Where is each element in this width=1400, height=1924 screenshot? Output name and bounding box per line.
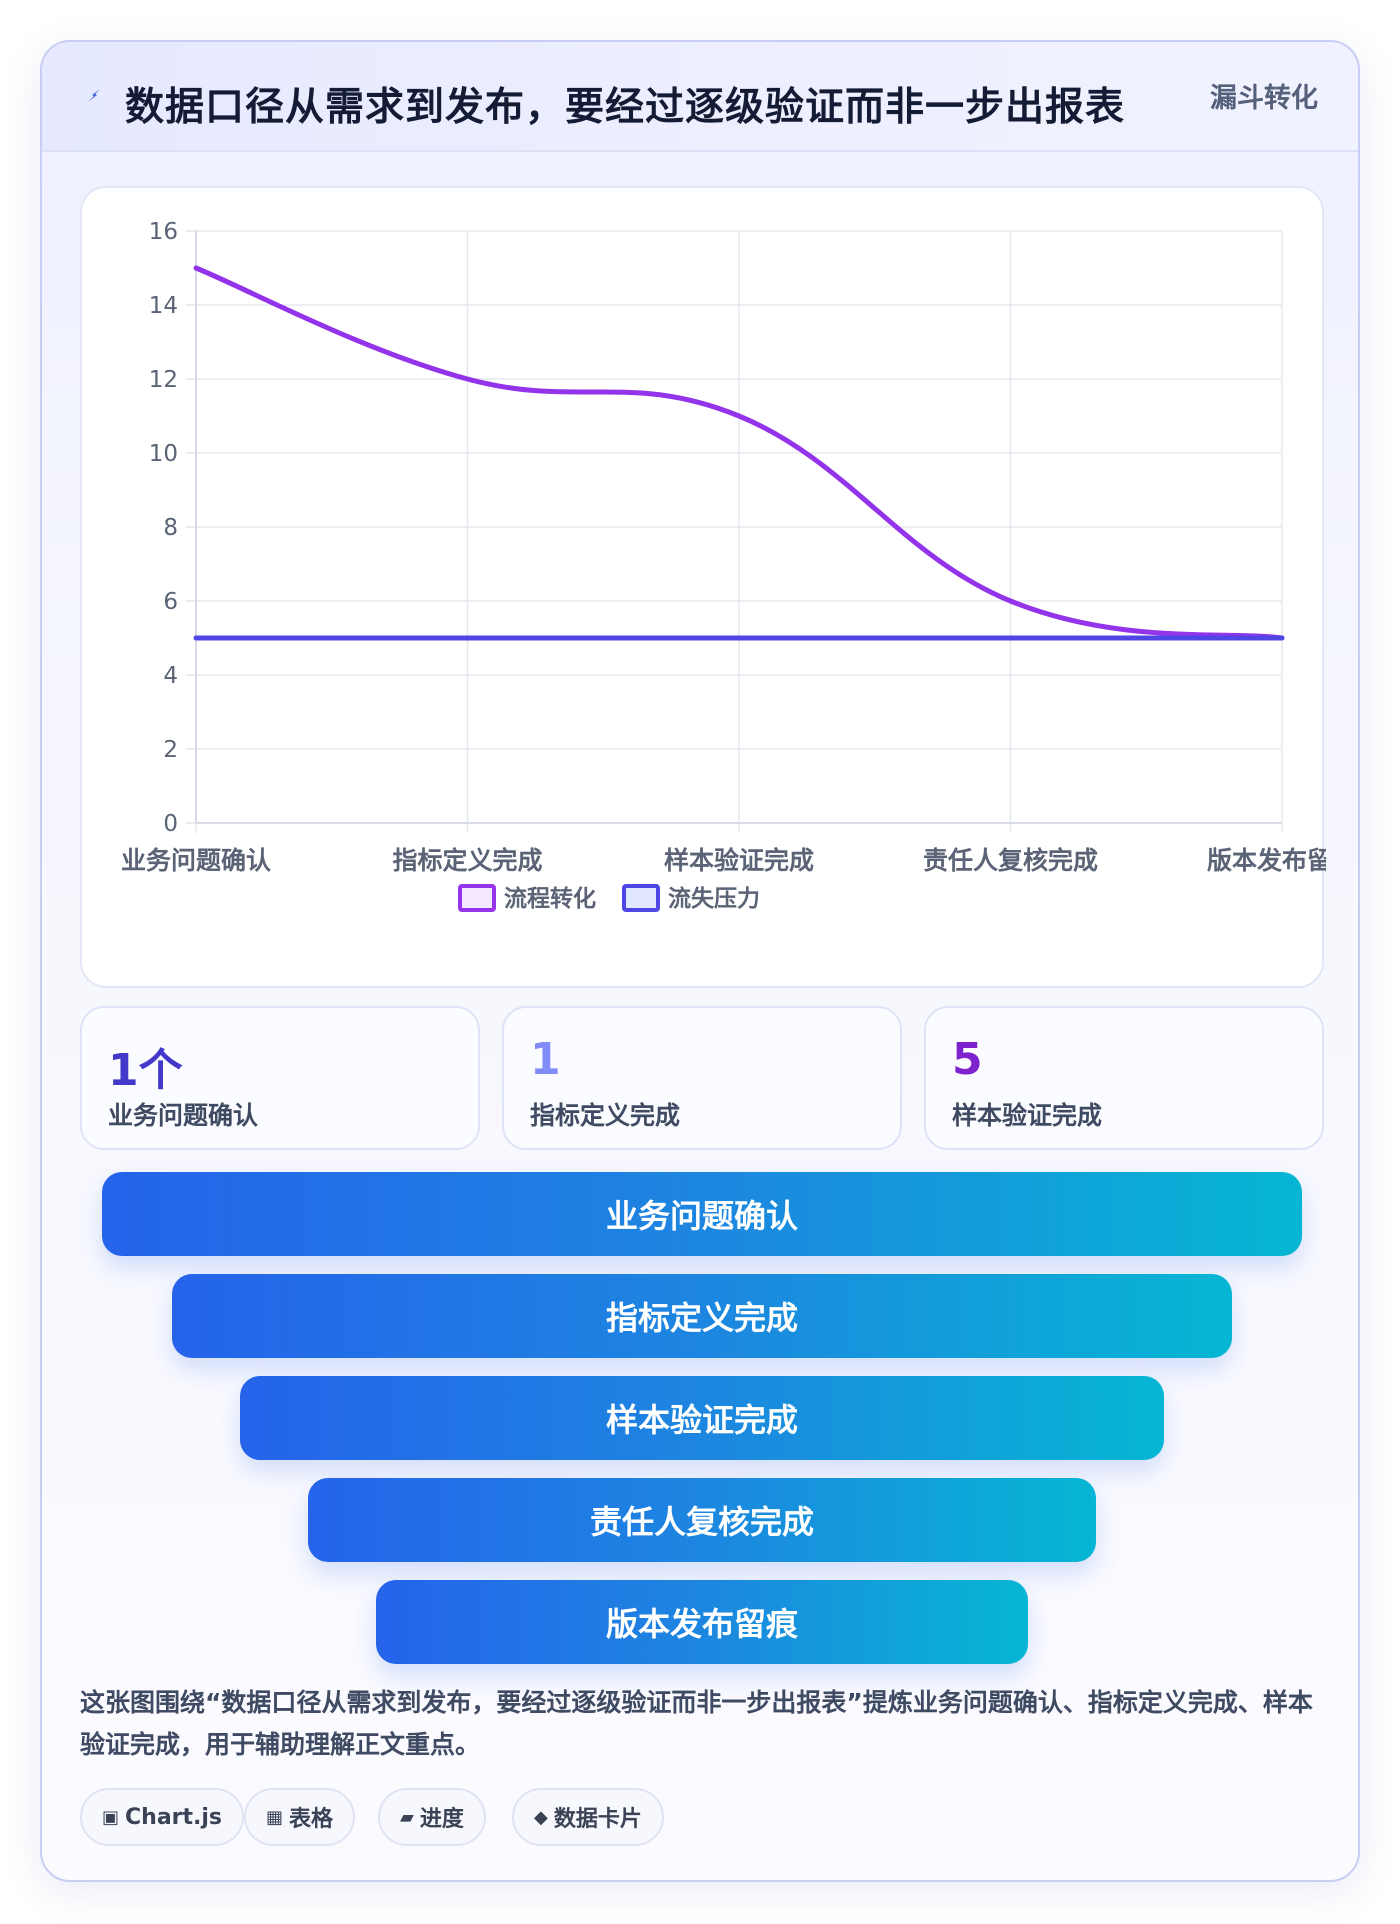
chip-chartjs: ▣ Chart.js <box>80 1788 245 1846</box>
stat-value: 5 <box>952 1034 983 1085</box>
funnel-stage: 业务问题确认 <box>102 1172 1302 1256</box>
legend-label: 流失压力 <box>668 885 760 912</box>
x-tick-label: 样本验证完成 <box>664 846 814 875</box>
y-tick-label: 6 <box>163 589 178 615</box>
chart-icon: ▣ <box>102 1806 120 1828</box>
chip-label: 表格 <box>289 1807 334 1832</box>
x-tick-label: 指标定义完成 <box>392 846 542 875</box>
stat-label: 样本验证完成 <box>952 1101 1103 1130</box>
funnel-stage: 责任人复核完成 <box>308 1478 1096 1562</box>
chip-label: 进度 <box>419 1807 464 1832</box>
y-tick-label: 8 <box>163 515 178 541</box>
y-tick-label: 0 <box>163 811 178 837</box>
stat-card: 1个 业务问题确认 <box>80 1006 480 1150</box>
progress-icon: ▰ <box>400 1806 414 1828</box>
page-title: 数据口径从需求到发布，要经过逐级验证而非一步出报表 <box>125 85 1126 130</box>
y-tick-label: 2 <box>163 737 178 763</box>
y-tick-label: 12 <box>149 367 178 393</box>
card-header: 数据口径从需求到发布，要经过逐级验证而非一步出报表 漏斗转化 <box>42 42 1358 152</box>
funnel-stage: 样本验证完成 <box>240 1376 1164 1460</box>
x-tick-label: 责任人复核完成 <box>923 846 1098 875</box>
stat-cards: 1个 业务问题确认 1 指标定义完成 5 样本验证完成 <box>80 1006 1324 1150</box>
figure-description: 这张图围绕“数据口径从需求到发布，要经过逐级验证而非一步出报表”提炼业务问题确认… <box>80 1688 1313 1759</box>
stat-label: 业务问题确认 <box>108 1101 259 1130</box>
y-tick-label: 4 <box>163 663 178 689</box>
y-tick-label: 10 <box>149 441 178 467</box>
line-chart: 0 2 4 6 8 10 12 14 16 业务问题确认 指标定义完成 样本验证完成 责任人复核完成 版本… <box>121 219 1326 912</box>
legend-label: 流程转化 <box>504 885 596 912</box>
diamond-icon: ◆ <box>534 1806 548 1828</box>
chart-panel: 0 2 4 6 8 10 12 14 16 业务问题确认 指标定义完成 样本验证完成 责任人复核完成 版本… <box>80 186 1326 988</box>
stat-card: 1 指标定义完成 <box>502 1006 902 1150</box>
stat-value: 1个 <box>108 1045 183 1096</box>
legend-swatch <box>622 884 660 912</box>
table-icon: ▦ <box>266 1806 284 1828</box>
stat-card: 5 样本验证完成 <box>924 1006 1324 1150</box>
y-tick-label: 16 <box>149 219 178 245</box>
stat-value: 1 <box>530 1034 561 1085</box>
chart-type-tag: 漏斗转化 <box>1210 83 1318 114</box>
chip-data-card: ◆ 数据卡片 <box>512 1788 664 1846</box>
chip-table: ▦ 表格 <box>244 1788 356 1846</box>
funnel-stage: 版本发布留痕 <box>376 1580 1028 1664</box>
funnel-stage: 指标定义完成 <box>172 1274 1232 1358</box>
bolt-icon <box>88 89 100 102</box>
chip-label: 数据卡片 <box>553 1807 642 1832</box>
y-tick-label: 14 <box>149 293 178 319</box>
chip-label: Chart.js <box>125 1804 223 1830</box>
stat-label: 指标定义完成 <box>530 1101 681 1130</box>
x-tick-label: 版本发布留痕 <box>1206 846 1326 875</box>
figure-card: 数据口径从需求到发布，要经过逐级验证而非一步出报表 漏斗转化 0 2 4 6 8 10 12… <box>40 40 1360 1882</box>
chip-progress: ▰ 进度 <box>378 1788 486 1846</box>
legend-swatch <box>458 884 496 912</box>
x-tick-label: 业务问题确认 <box>121 846 271 875</box>
